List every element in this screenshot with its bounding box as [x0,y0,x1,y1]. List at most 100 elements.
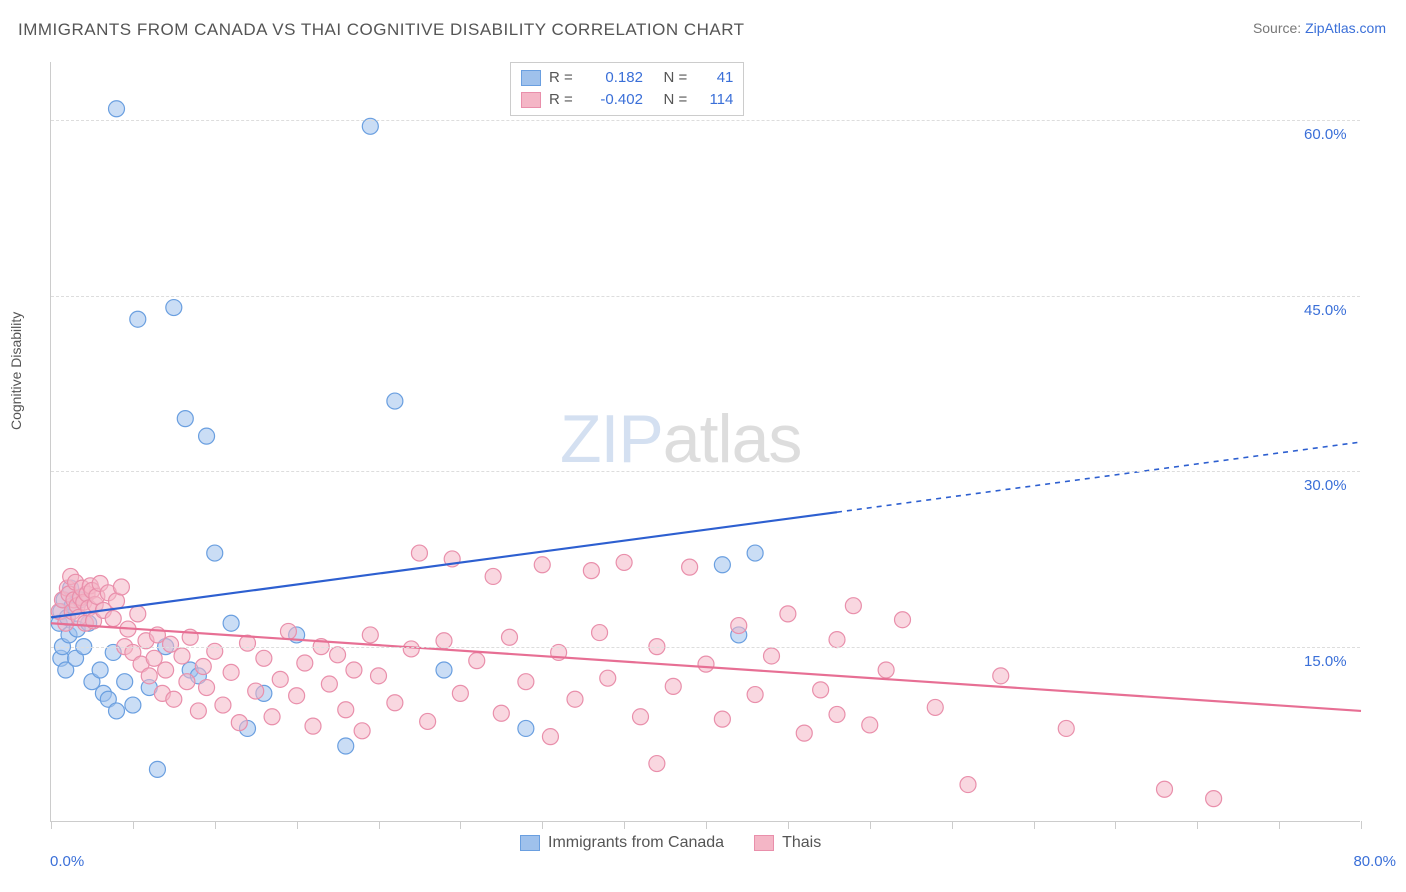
scatter-point [600,670,616,686]
x-axis-min: 0.0% [50,853,84,870]
scatter-point [190,703,206,719]
scatter-point [845,598,861,614]
scatter-point [1206,791,1222,807]
legend-stat-row: R = -0.402 N = 114 [521,89,733,111]
scatter-point [829,632,845,648]
scatter-point [518,674,534,690]
scatter-point [174,648,190,664]
scatter-point [338,702,354,718]
scatter-point [248,683,264,699]
y-axis-label: Cognitive Disability [8,312,24,430]
scatter-point [330,647,346,663]
legend-series: Immigrants from CanadaThais [520,834,821,852]
gridline [51,647,1360,648]
gridline [51,471,1360,472]
scatter-point [927,699,943,715]
scatter-point [256,650,272,666]
scatter-point [633,709,649,725]
scatter-point [109,101,125,117]
scatter-point [130,606,146,622]
x-tick [788,821,789,829]
scatter-point [387,393,403,409]
legend-n-label: N = [651,89,691,111]
plot-svg [51,62,1360,821]
scatter-point [387,695,403,711]
scatter-point [130,311,146,327]
scatter-point [534,557,550,573]
x-tick [1279,821,1280,829]
legend-series-name: Immigrants from Canada [548,834,724,852]
legend-swatch [520,835,540,851]
scatter-point [289,688,305,704]
trend-line-dashed [837,442,1361,512]
scatter-point [117,674,133,690]
x-tick [952,821,953,829]
scatter-point [354,723,370,739]
scatter-point [469,653,485,669]
scatter-point [231,715,247,731]
x-tick [1197,821,1198,829]
scatter-point [813,682,829,698]
scatter-point [485,568,501,584]
scatter-point [195,658,211,674]
source-prefix: Source: [1253,20,1305,36]
scatter-point [862,717,878,733]
scatter-point [305,718,321,734]
scatter-point [493,705,509,721]
scatter-point [297,655,313,671]
scatter-point [714,711,730,727]
scatter-point [321,676,337,692]
scatter-point [362,627,378,643]
scatter-point [411,545,427,561]
scatter-point [829,706,845,722]
y-tick-label: 45.0% [1304,302,1347,319]
scatter-point [747,687,763,703]
scatter-point [113,579,129,595]
scatter-point [452,685,468,701]
scatter-point [502,629,518,645]
legend-n-value: 41 [699,67,733,89]
legend-series-item: Immigrants from Canada [520,834,724,852]
gridline [51,120,1360,121]
source-link[interactable]: ZipAtlas.com [1305,20,1386,36]
x-tick [706,821,707,829]
scatter-point [403,641,419,657]
scatter-point [993,668,1009,684]
legend-swatch [521,92,541,108]
scatter-point [166,300,182,316]
scatter-point [682,559,698,575]
scatter-point [780,606,796,622]
scatter-point [649,756,665,772]
scatter-point [895,612,911,628]
scatter-point [149,761,165,777]
legend-n-label: N = [651,67,691,89]
x-tick [870,821,871,829]
chart-title: IMMIGRANTS FROM CANADA VS THAI COGNITIVE… [18,20,745,40]
scatter-point [177,411,193,427]
scatter-point [542,729,558,745]
x-axis-max: 80.0% [1353,853,1396,870]
x-tick [1034,821,1035,829]
legend-n-value: 114 [699,89,733,111]
scatter-point [264,709,280,725]
legend-r-value: -0.402 [585,89,643,111]
scatter-point [207,545,223,561]
scatter-point [665,678,681,694]
scatter-point [583,563,599,579]
scatter-point [764,648,780,664]
legend-swatch [521,70,541,86]
x-tick [51,821,52,829]
x-tick [297,821,298,829]
scatter-point [420,713,436,729]
scatter-point [215,697,231,713]
scatter-point [747,545,763,561]
scatter-point [616,554,632,570]
scatter-point [346,662,362,678]
scatter-point [223,615,239,631]
scatter-point [223,664,239,680]
scatter-point [796,725,812,741]
scatter-point [199,428,215,444]
x-tick [379,821,380,829]
trend-line [51,623,1361,711]
scatter-point [272,671,288,687]
